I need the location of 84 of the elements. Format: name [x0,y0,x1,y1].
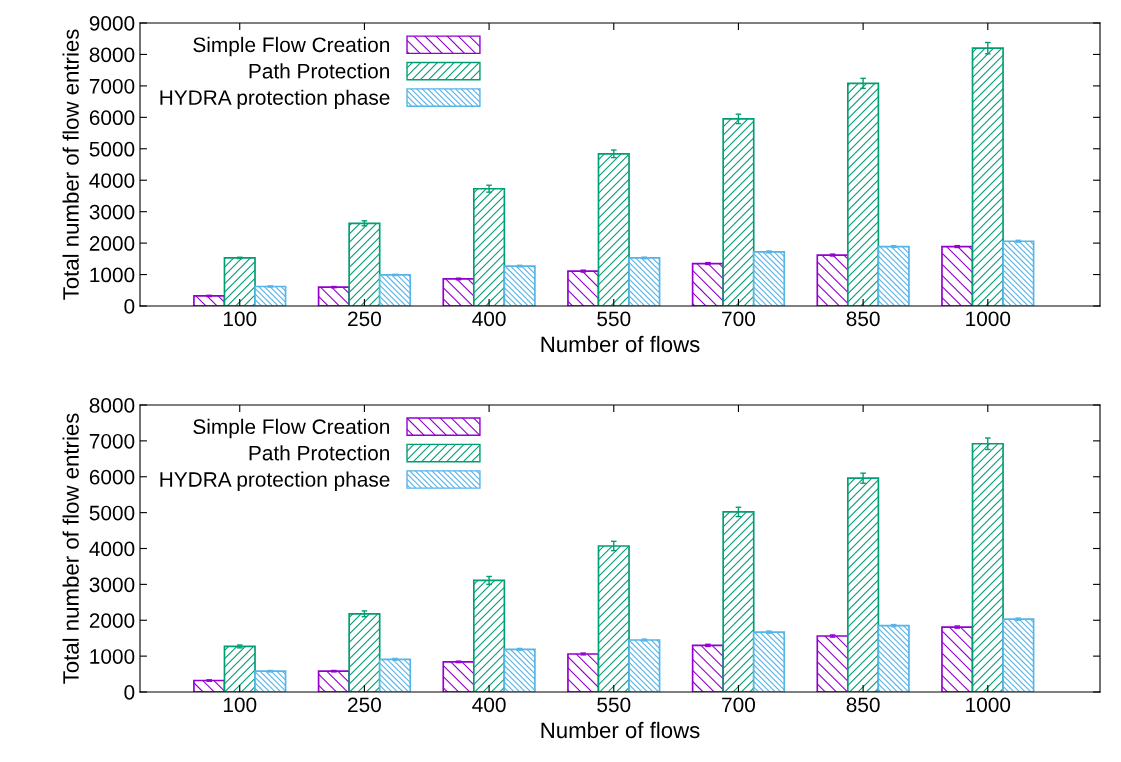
y-tick-label: 2000 [89,613,135,628]
bar [254,285,287,306]
y-tick-label: 2000 [89,236,135,251]
x-tick-label: 550 [597,697,631,713]
bar [847,477,880,692]
bar [503,648,536,692]
bar [442,278,475,306]
bar [752,251,786,306]
bar [378,274,412,306]
x-tick-label: 700 [722,311,756,327]
y-tick-label: 8000 [89,398,135,413]
x-tick-label: 1000 [966,311,1011,327]
bar [847,82,880,306]
bar [816,254,849,306]
x-tick-label: 850 [846,311,880,327]
bar [877,624,910,692]
bar [628,257,661,306]
x-tick-label: 100 [223,697,257,713]
bar [971,442,1004,692]
legend-label: Simple Flow Creation [193,36,390,57]
y-tick-label: 7000 [89,433,135,449]
bar [193,295,226,306]
bar [472,187,506,306]
x-tick-label: 100 [223,311,257,327]
bar [691,644,725,692]
legend-label: HYDRA protection phase [160,89,390,110]
y-tick-label: 4000 [89,173,135,188]
bar [816,635,849,692]
y-tick-label: 5000 [89,141,135,157]
y-tick-label: 9000 [89,16,135,31]
bar [503,265,536,306]
y-tick-label: 0 [124,299,135,314]
y-tick-label: 3000 [89,204,135,220]
bar [941,245,974,306]
bar [628,639,661,692]
bar [223,645,256,692]
y-tick-label: 3000 [89,577,135,593]
bar [348,222,381,306]
x-axis-title: Number of flows [541,335,700,353]
bar [317,670,350,692]
legend-label: Path Protection [249,63,390,79]
bar [317,286,350,306]
x-tick-label: 250 [348,697,381,713]
y-tick-label: 0 [124,685,135,700]
legend-label: HYDRA protection phase [160,471,390,491]
bar [722,511,755,692]
y-tick-label: 4000 [89,541,135,557]
bar [1002,618,1035,692]
bar [877,245,910,306]
bar [254,670,287,692]
x-tick-label: 400 [472,697,506,713]
bar [722,118,755,306]
y-tick-label: 1000 [90,649,135,664]
x-tick-label: 400 [472,311,506,327]
bar [567,653,600,692]
y-tick-label: 8000 [89,47,135,63]
x-tick-label: 700 [722,697,756,713]
bar [567,270,600,306]
x-tick-label: 1000 [966,697,1011,713]
y-axis-title: Total number of flow entries [62,413,79,684]
bar [348,612,381,692]
x-tick-label: 250 [348,311,381,327]
x-tick-label: 850 [846,697,880,713]
bar [691,262,725,306]
bar [442,661,475,692]
legend-label: Simple Flow Creation [193,418,390,439]
y-axis-title: Total number of flow entries [62,29,79,300]
y-tick-label: 1000 [90,267,135,283]
bar [378,658,412,692]
y-tick-label: 5000 [89,505,135,521]
y-tick-label: 6000 [89,110,135,126]
bar [597,152,630,306]
bar [971,47,1004,306]
bar [1002,240,1035,306]
y-tick-label: 7000 [89,78,135,94]
x-axis-title: Number of flows [541,721,700,739]
bar [752,631,786,692]
bar [941,626,974,692]
y-tick-label: 6000 [89,469,135,485]
bar [472,579,506,692]
bar [597,545,630,692]
x-tick-label: 550 [597,311,631,327]
bar [223,257,256,306]
legend-label: Path Protection [249,445,390,461]
